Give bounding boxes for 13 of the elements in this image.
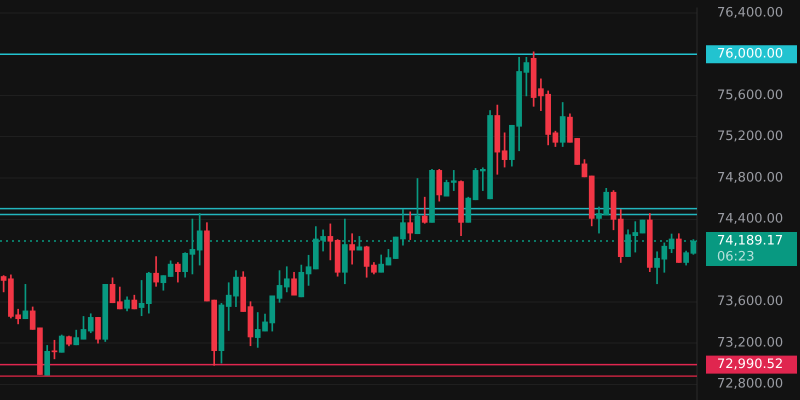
ref-line-label: 76,000.00 [717, 46, 784, 62]
y-tick-label: 73,200.00 [717, 335, 784, 350]
ref-line-label: 74,189.17 [717, 233, 784, 248]
ref-line-label: 72,990.52 [717, 357, 784, 372]
text: 06:23 [717, 249, 754, 264]
y-tick-label: 72,800.00 [717, 376, 784, 392]
y-tick-label: 74,400.00 [717, 212, 784, 227]
y-tick-label: 76,400.00 [717, 5, 784, 20]
candlestick [52, 340, 58, 360]
y-tick-label: 75,600.00 [717, 88, 784, 103]
y-tick-label: 74,800.00 [717, 170, 784, 186]
y-tick-label: 75,200.00 [717, 129, 784, 144]
y-tick-label: 73,600.00 [717, 294, 784, 310]
